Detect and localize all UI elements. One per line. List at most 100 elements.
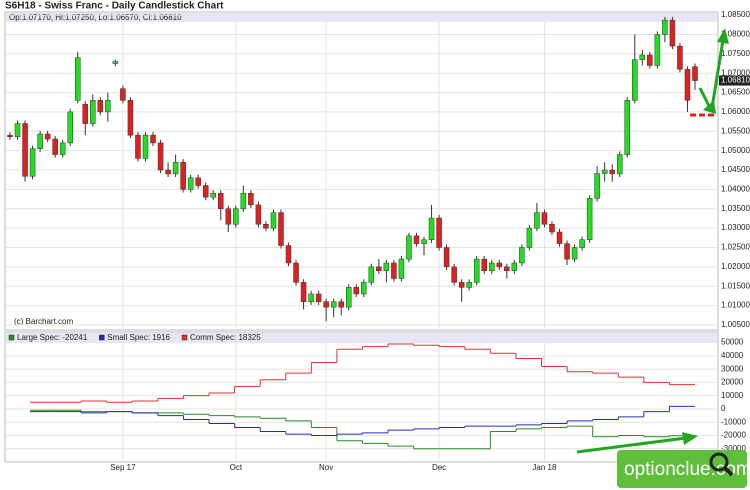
candle-body	[142, 134, 149, 159]
y-tick-label: 1.07000	[721, 68, 750, 77]
y-tick-label: 1.07500	[721, 49, 750, 58]
y-tick-label: 1.05500	[721, 126, 750, 135]
price-panel	[4, 11, 719, 331]
candle-body	[285, 245, 292, 264]
y-tick-label: 10000	[721, 391, 744, 400]
candle-body	[571, 247, 578, 260]
candle-body	[489, 262, 495, 271]
candle-body	[353, 287, 360, 295]
candle-body	[684, 69, 691, 101]
candle-body	[233, 208, 239, 225]
candle-body	[564, 243, 570, 260]
candle-body	[692, 66, 698, 81]
candle-body	[458, 282, 465, 288]
candle-body	[120, 88, 126, 101]
candle-body	[135, 134, 141, 159]
candle-body	[37, 133, 43, 149]
candle-body	[511, 262, 518, 271]
y-tick-label: -30000	[721, 444, 746, 453]
candle-body	[421, 239, 427, 244]
last-price-box	[719, 75, 750, 86]
candle-body	[293, 262, 299, 283]
candle-body	[195, 177, 201, 186]
candle-body	[263, 224, 269, 229]
candle-body	[609, 169, 615, 175]
header-band	[6, 13, 717, 22]
y-tick-label: 30000	[721, 364, 744, 373]
y-tick-label: 1.03500	[721, 204, 750, 213]
candle-body	[240, 193, 247, 210]
candle-body	[639, 54, 646, 60]
y-tick-label: 1.05000	[721, 146, 750, 155]
candle-body	[519, 247, 525, 264]
candle-body	[270, 212, 277, 229]
candle-body	[669, 19, 676, 47]
chart-title: S6H18 - Swiss Franc - Daily Candlestick …	[5, 1, 224, 12]
y-tick-label: 1.01500	[721, 281, 750, 290]
candle-body	[586, 198, 593, 241]
candle-body	[504, 266, 510, 271]
candle-body	[398, 258, 405, 279]
legend-swatch	[8, 334, 15, 341]
candle-body	[601, 169, 608, 174]
candle-body	[300, 282, 307, 302]
legend-swatch	[181, 334, 188, 341]
candle-body	[624, 100, 631, 155]
candle-body	[662, 19, 668, 35]
candle-body	[323, 301, 329, 308]
last-price-label: 1.06810	[721, 76, 750, 85]
candle-body	[255, 204, 262, 225]
candle-body	[466, 282, 472, 288]
candle-body	[338, 301, 344, 308]
y-tick-label: 1.01000	[721, 301, 750, 310]
y-tick-label: 1.04000	[721, 185, 750, 194]
y-tick-label: 1.06500	[721, 88, 750, 97]
candle-body	[647, 54, 653, 66]
candle-body	[526, 227, 533, 248]
candle-body	[82, 103, 89, 124]
candle-body	[157, 142, 164, 171]
plot: 1.00500 1.01000 1.01500 1.02000 1.02500 1.030…	[6, 10, 750, 472]
candle-body	[496, 262, 503, 268]
y-tick-label: 1.08000	[721, 30, 750, 39]
candle-body	[443, 247, 450, 268]
legend-swatch	[99, 334, 105, 341]
y-tick-label: 1.03000	[721, 223, 750, 232]
x-tick-label: Oct	[230, 463, 243, 472]
candle-body	[579, 239, 585, 248]
annotations	[576, 28, 729, 454]
x-tick-label: Jan 18	[532, 463, 557, 472]
candle-body	[451, 266, 457, 283]
candle-body	[428, 217, 435, 241]
arrow-head	[717, 28, 729, 44]
y-tick-label: 1.06000	[721, 107, 750, 116]
candle-body	[406, 235, 412, 260]
candle-body	[187, 177, 194, 190]
candle-body	[556, 231, 563, 244]
candle-body	[376, 266, 382, 271]
legend-label: Large Spec: -20241	[17, 333, 88, 342]
candle-body	[97, 100, 104, 113]
candle-body	[105, 100, 111, 113]
y-tick-label: 1.02000	[721, 262, 750, 271]
candle-body	[218, 193, 224, 210]
candle-body	[534, 212, 540, 229]
y-tick-label: 0	[721, 404, 726, 413]
candle-body	[315, 293, 322, 302]
candle-body	[383, 262, 390, 271]
x-tick-label: Nov	[319, 463, 333, 472]
magnifier	[709, 452, 729, 472]
candle-body	[436, 217, 442, 248]
arrow-head	[682, 432, 698, 445]
arrow-down	[698, 87, 712, 109]
arrow-right	[576, 436, 687, 454]
watermark: optionclue.com	[617, 450, 750, 488]
candle-body	[413, 235, 420, 244]
candle-body	[549, 224, 555, 233]
candle-body	[180, 162, 186, 190]
y-tick-label: -20000	[721, 431, 746, 440]
watermark-text: optionclue.com	[624, 459, 750, 480]
candle-body	[172, 162, 179, 175]
candle-body	[481, 258, 487, 271]
